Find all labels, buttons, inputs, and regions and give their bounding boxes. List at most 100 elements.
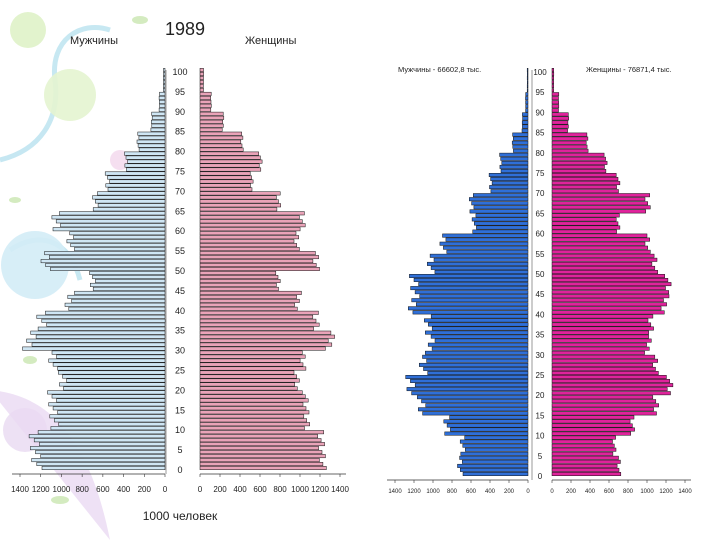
pyrnow-female-bar-age-64: [551, 213, 620, 218]
pyr1989-male-bar-age-90: [158, 107, 166, 112]
pyrnow-right-x-tick-1000: 1000: [640, 489, 654, 495]
pyr1989-age-tick-35: 35: [175, 326, 185, 336]
pyrnow-female-bar-age-5: [551, 451, 614, 456]
pyrnow-age-tick-90: 90: [536, 108, 545, 117]
pyrnow-male-bar-age-2: [457, 463, 529, 468]
pyr1989-male-bar-age-87: [151, 119, 166, 124]
pyr1989-female-bar-age-81: [199, 143, 243, 148]
pyr1989-left-x-tick-800: 800: [75, 485, 89, 494]
pyr1989-female-bar-age-79: [199, 151, 259, 156]
pyrnow-female-bar-age-31: [551, 346, 650, 351]
pyr1989-x-axis-label: 1000 человек: [143, 509, 218, 523]
pyr1989-female-bar-age-6: [199, 442, 325, 447]
pyrnow-male-bar-age-3: [462, 459, 529, 464]
pyrnow-right-x-tick-1200: 1200: [659, 489, 673, 495]
pyr1989-male-bar-age-6: [39, 442, 166, 447]
pyr1989-male-bar-age-54: [44, 251, 166, 256]
pyrnow-female-bar-age-45: [551, 290, 669, 295]
pyr1989-male-bar-age-37: [41, 318, 166, 323]
pyr1989-male-bar-age-45: [92, 286, 166, 291]
pyr1989-male-bar-age-73: [107, 175, 166, 180]
pyr1989-male-bar-age-29: [51, 350, 166, 355]
pyr1989-female-bar-age-55: [199, 247, 300, 252]
pyr1989-female-bar-age-96: [199, 83, 204, 88]
pyrnow-male-bar-age-71: [489, 185, 529, 190]
pyrnow-male-bar-age-36: [431, 326, 529, 331]
pyrnow-male-bar-age-26: [423, 366, 529, 371]
pyrnow-female-bar-age-56: [551, 245, 648, 250]
pyrnow-female-bar-age-2: [551, 463, 618, 468]
pyrnow-female-bar-age-84: [551, 132, 588, 137]
pyrnow-male-bar-age-96: [526, 84, 529, 89]
pyrnow-female-bar-age-11: [551, 427, 635, 432]
pyr1989-male-bar-age-20: [63, 386, 166, 391]
pyr1989-male-bar-age-99: [163, 72, 166, 76]
pyr1989-female-bar-age-46: [199, 282, 277, 287]
pyrnow-male-bar-age-86: [522, 124, 529, 129]
pyrnow-male-bar-age-1: [460, 467, 529, 472]
pyr1989-age-tick-40: 40: [175, 306, 185, 316]
pyrnow-female-bar-age-12: [551, 423, 633, 428]
pyr1989-female-bar-age-8: [199, 434, 318, 439]
pyr1989-male-bar-age-42: [71, 298, 166, 303]
pyr1989-male-bar-age-67: [95, 199, 166, 204]
pyr1989-female-bar-age-62: [199, 219, 303, 224]
pyrnow-male-bar-age-57: [439, 241, 529, 246]
pyr1989-male-bar-age-88: [151, 115, 166, 120]
pyr1989-male-bar-age-59: [69, 231, 166, 236]
pyr1989-age-tick-25: 25: [175, 366, 185, 376]
pyr1989-female-bar-age-75: [199, 167, 262, 172]
pyrnow-female-bar-age-38: [551, 318, 649, 323]
pyr1989-male-bar-age-61: [60, 223, 166, 228]
pyr1989-male-bar-age-25: [57, 366, 166, 371]
pyr1989-female-bar-age-20: [199, 386, 298, 391]
pyrnow-female-bar-age-76: [551, 164, 605, 169]
pyr1989-female-bar-age-40: [199, 306, 298, 311]
pyr1989-male-bar-age-79: [124, 151, 166, 156]
pyrnow-right-x-tick-400: 400: [585, 489, 596, 495]
pyr1989-female-bar-age-49: [199, 271, 277, 275]
pyr1989-female-bar-age-32: [199, 338, 329, 343]
pyrnow-female-bar-age-72: [551, 181, 621, 186]
pyr1989-female-bar-age-42: [199, 298, 300, 303]
pyrnow-male-bar-age-78: [500, 156, 529, 161]
pyr1989-female-bar-age-65: [199, 207, 278, 212]
pyrnow-male-bar-age-77: [501, 160, 529, 165]
pyrnow-female-bar-age-88: [551, 116, 569, 121]
pyr1989-female-bar-age-50: [199, 267, 320, 271]
pyrnow-female-bar-age-33: [551, 338, 652, 343]
pyrnow-male-bar-age-92: [525, 100, 529, 105]
pyrnow-age-tick-50: 50: [536, 270, 545, 279]
pyr1989-female-bar-age-43: [199, 294, 297, 299]
pyrnow-female-bar-age-21: [551, 387, 668, 392]
pyrnow-female-bar-age-8: [551, 439, 613, 444]
pyrnow-male-bar-age-75: [500, 169, 529, 173]
pyrnow-male-bar-age-72: [491, 181, 529, 186]
pyr1989-male-bar-age-52: [40, 259, 166, 264]
pyrnow-male-bar-age-6: [465, 447, 529, 452]
pyr1989-male-bar-age-77: [127, 159, 166, 164]
pyrnow-male-bar-age-14: [449, 415, 529, 420]
pyrnow-female-bar-age-27: [551, 362, 653, 367]
pyrnow-male-bar-age-19: [417, 395, 529, 400]
pyr1989-right-x-tick-200: 200: [213, 485, 227, 494]
pyr1989-male-bar-age-100: [163, 68, 166, 72]
pyrnow-female-bar-age-36: [551, 326, 654, 331]
pyrnow-female-bar-age-70: [551, 189, 619, 194]
pyrnow-female-bar-age-89: [551, 112, 569, 117]
pyrnow-male-bar-age-97: [527, 80, 529, 85]
pyrnow-male-bar-age-94: [525, 92, 529, 97]
pyr1989-male-bar-age-66: [97, 203, 166, 208]
pyr1989-left-x-tick-600: 600: [96, 485, 110, 494]
pyr1989-male-bar-age-86: [151, 123, 166, 128]
pyrnow-male-bar-age-93: [525, 96, 529, 101]
pyr1989-male-bar-age-39: [45, 310, 166, 315]
pyrnow-female-bar-age-80: [551, 148, 589, 153]
pyr1989-male-bar-age-63: [51, 215, 166, 220]
pyr1989-male-bar-age-64: [59, 211, 166, 216]
pyrnow-male-bar-age-80: [513, 148, 529, 153]
pyr1989-age-tick-85: 85: [175, 127, 185, 137]
pyrnow-female-bar-age-43: [551, 298, 664, 303]
pyr1989-female-bar-age-33: [199, 334, 335, 339]
pyr1989-female-bar-age-24: [199, 370, 295, 375]
